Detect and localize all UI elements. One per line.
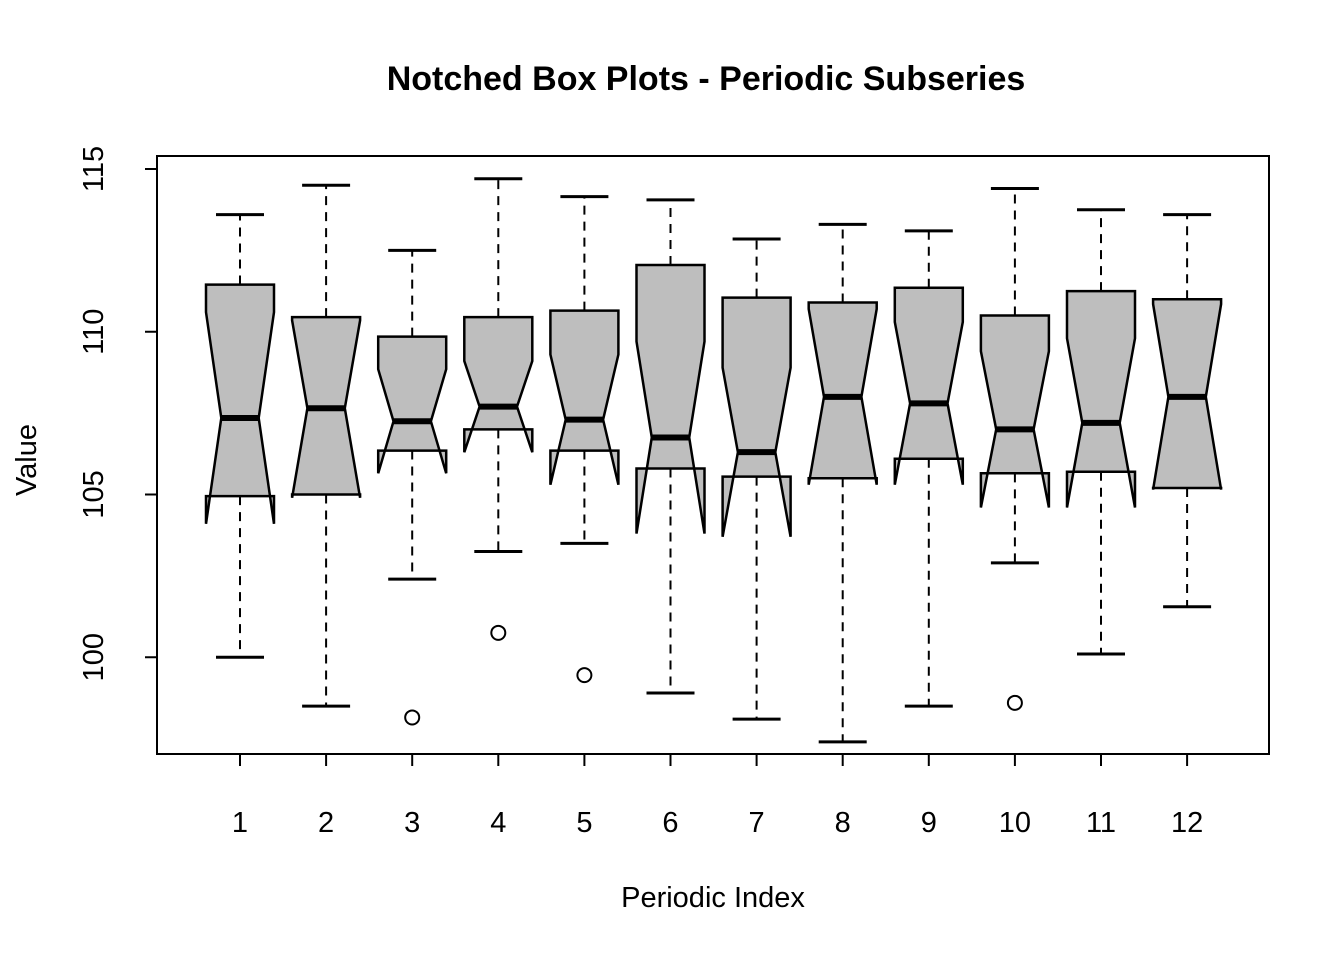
- y-tick-label: 105: [78, 470, 110, 518]
- x-tick-label: 6: [662, 807, 678, 839]
- notched-box: [979, 314, 1051, 508]
- notched-box: [376, 335, 448, 474]
- y-axis-label: Value: [11, 424, 43, 496]
- x-tick-label: 7: [749, 807, 765, 839]
- box-group-11: [1065, 208, 1137, 656]
- box-group-12: [1151, 213, 1223, 609]
- x-tick-label: 1: [232, 807, 248, 839]
- x-tick-label: 5: [576, 807, 592, 839]
- y-tick-label: 100: [78, 633, 110, 681]
- box-group-6: [635, 198, 706, 695]
- outlier-point: [576, 667, 593, 684]
- chart-title: Notched Box Plots - Periodic Subseries: [387, 60, 1026, 98]
- x-tick-label: 4: [490, 807, 506, 839]
- x-tick-label: 2: [318, 807, 334, 839]
- y-tick-label: 115: [78, 146, 110, 192]
- outlier-point: [404, 709, 421, 726]
- x-tick-label: 11: [1086, 807, 1116, 839]
- notched-box: [807, 301, 878, 485]
- x-tick-label: 3: [404, 807, 420, 839]
- notched-box: [635, 263, 706, 534]
- box-group-1: [204, 213, 276, 659]
- outlier-point: [1006, 694, 1023, 711]
- x-tick-label: 12: [1171, 807, 1203, 839]
- y-tick-label: 110: [78, 309, 110, 355]
- box-group-10: [979, 187, 1051, 711]
- box-group-2: [290, 183, 362, 708]
- notched-box: [893, 286, 965, 485]
- box-group-9: [893, 229, 965, 708]
- notched-box: [204, 283, 276, 524]
- box-group-7: [721, 237, 792, 721]
- box-group-3: [376, 248, 448, 726]
- notched-box: [463, 315, 534, 453]
- x-tick-label: 9: [921, 807, 937, 839]
- notched-box: [721, 296, 792, 538]
- notched-box: [1065, 289, 1137, 508]
- x-axis-label: Periodic Index: [621, 882, 805, 914]
- x-tick-label: 10: [999, 807, 1031, 839]
- plot-frame: [156, 155, 1270, 755]
- x-tick-label: 8: [835, 807, 851, 839]
- box-group-8: [807, 222, 878, 744]
- notched-box: [549, 309, 620, 485]
- box-group-4: [463, 177, 534, 641]
- box-group-5: [549, 195, 620, 684]
- outlier-point: [490, 624, 507, 641]
